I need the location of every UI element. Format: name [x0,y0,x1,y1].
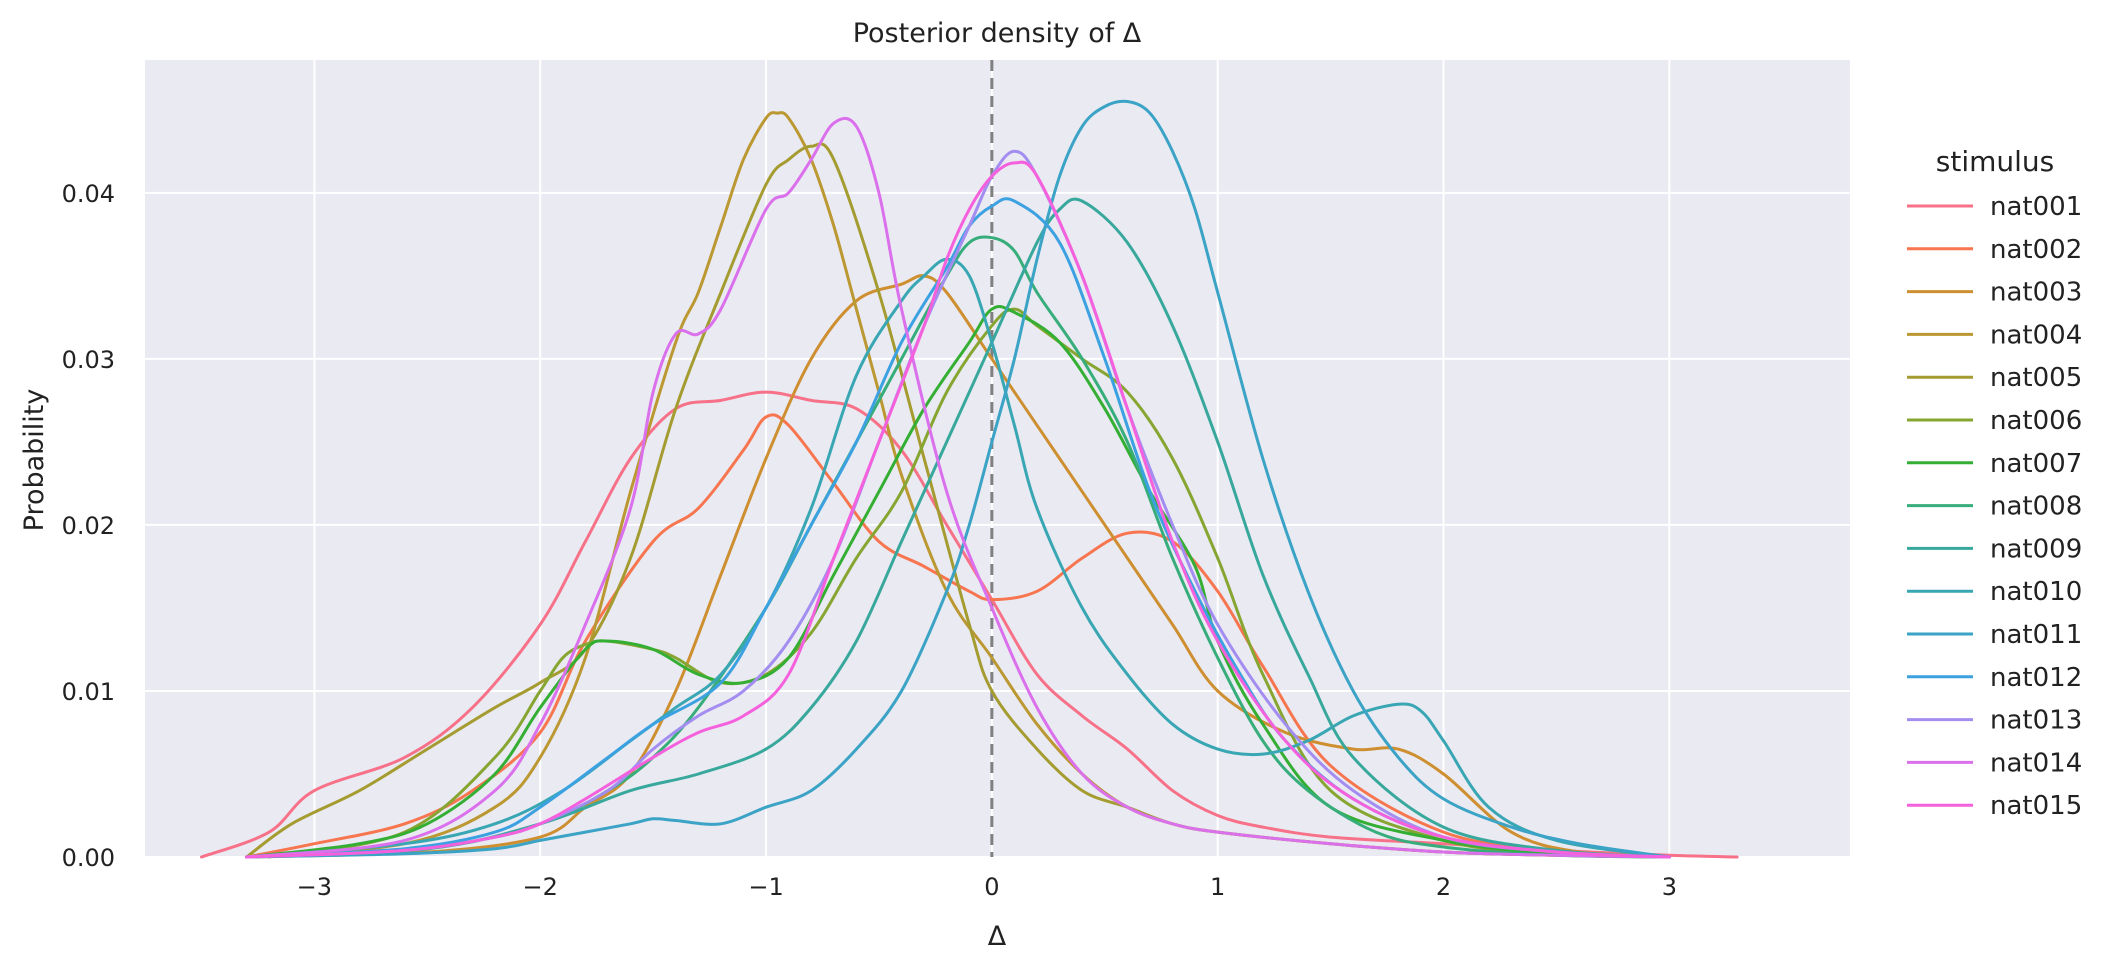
y-tick-label: 0.01 [62,678,115,706]
x-tick-label: −3 [297,873,332,901]
legend-label-nat001: nat001 [1990,192,2082,222]
y-tick-label: 0.04 [62,180,115,208]
legend-label-nat006: nat006 [1990,406,2082,436]
x-tick-label: −2 [523,873,558,901]
series-lines [200,99,1739,859]
series-line-nat006 [267,307,1671,859]
legend-label-nat007: nat007 [1990,449,2082,479]
legend-label-nat009: nat009 [1990,534,2082,564]
series-line-nat001 [200,390,1739,859]
x-tick-labels: −3 −2 −1 0 1 2 3 [297,873,1677,901]
x-tick-label: −1 [748,873,783,901]
legend-label-nat010: nat010 [1990,577,2082,607]
legend-label-nat005: nat005 [1990,363,2082,393]
y-tick-label: 0.03 [62,346,115,374]
grid [145,60,1850,858]
x-tick-label: 2 [1436,873,1451,901]
y-tick-labels: 0.00 0.01 0.02 0.03 0.04 [62,180,115,872]
legend-label-nat013: nat013 [1990,706,2082,736]
x-tick-label: 0 [984,873,999,901]
series-line-nat007 [245,304,1671,859]
legend-label-nat014: nat014 [1990,748,2082,778]
legend-title: stimulus [1936,145,2054,178]
legend-label-nat011: nat011 [1990,620,2082,650]
series-line-nat009 [245,197,1671,859]
y-axis-label: Probability [19,389,50,532]
legend: stimulus nat001 nat002 nat003 nat004 nat005 n… [1907,145,2082,821]
plot-area [145,60,1850,857]
series-line-nat013 [245,149,1671,859]
legend-label-nat015: nat015 [1990,791,2082,821]
series-line-nat008 [245,235,1671,859]
series-line-nat015 [245,160,1671,859]
y-tick-label: 0.00 [62,844,115,872]
legend-label-nat012: nat012 [1990,663,2082,693]
series-line-nat011 [245,99,1671,859]
x-tick-label: 1 [1210,873,1225,901]
legend-label-nat008: nat008 [1990,492,2082,522]
legend-label-nat003: nat003 [1990,278,2082,308]
y-tick-label: 0.02 [62,512,115,540]
series-line-nat002 [245,413,1671,859]
x-axis-label: Δ [988,921,1007,952]
legend-label-nat004: nat004 [1990,320,2082,350]
x-tick-label: 3 [1662,873,1677,901]
chart-title: Posterior density of Δ [853,18,1142,49]
legend-label-nat002: nat002 [1990,235,2082,265]
series-line-nat014 [245,116,1671,859]
